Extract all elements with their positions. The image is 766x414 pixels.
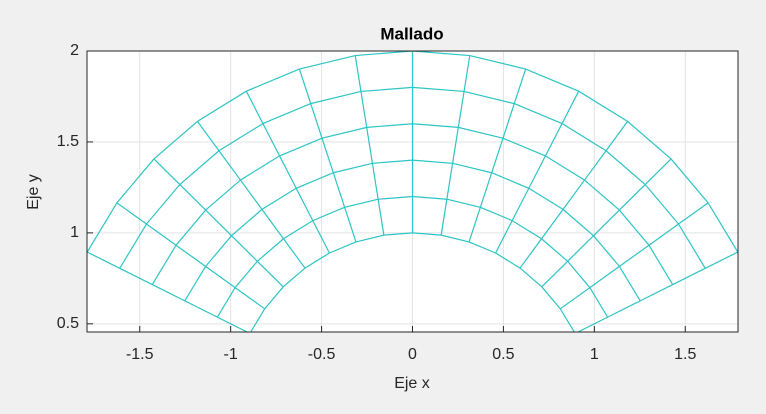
mesh-radial [495, 90, 580, 254]
mesh-radial [116, 202, 266, 310]
x-tick-label: 0 [408, 346, 417, 363]
x-tick-label: 1 [590, 346, 599, 363]
mesh-radial [153, 158, 284, 288]
x-tick-label: -0.5 [308, 346, 336, 363]
mesh-radial [468, 68, 527, 243]
y-tick-label: 2 [70, 42, 79, 59]
x-tick-label: 1.5 [674, 346, 696, 363]
mesh-radial [298, 68, 357, 243]
mesh-radial [519, 121, 629, 269]
y-axis-label: Eje y [25, 174, 42, 210]
y-tick-label: 1 [70, 224, 79, 241]
x-tick-label: -1.5 [126, 346, 154, 363]
x-tick-label: -1 [224, 346, 238, 363]
chart-title: Mallado [380, 24, 443, 43]
mesh-radial [440, 55, 471, 236]
y-tick-label: 0.5 [57, 315, 79, 332]
mesh-radial [87, 251, 249, 332]
mesh-radial [559, 202, 709, 310]
mesh-radial [354, 55, 385, 236]
mesh-radial [245, 90, 330, 254]
mesh-radial [541, 158, 672, 288]
x-axis-label: Eje x [394, 375, 430, 392]
mesh-radial [196, 121, 306, 269]
x-tick-label: 0.5 [492, 346, 514, 363]
mesh-radial [576, 251, 738, 332]
mesh-arc [87, 51, 738, 253]
axes-box [86, 50, 739, 333]
y-tick-label: 1.5 [57, 133, 79, 150]
